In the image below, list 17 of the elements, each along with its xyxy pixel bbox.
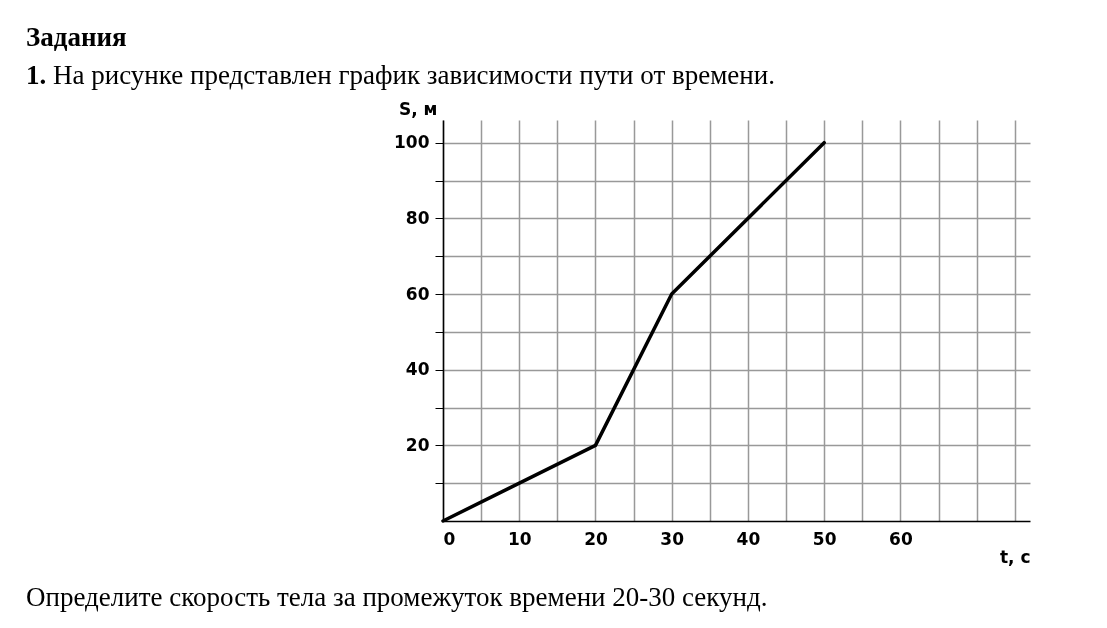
x-tick-label: 10 [507,528,532,549]
x-tick-label: 20 [584,528,608,549]
x-tick-label: 40 [736,528,761,549]
y-tick-label: 20 [405,434,430,455]
x-tick-label: 60 [889,528,913,549]
y-axis-title: S, м [398,98,438,119]
y-tick-label: 80 [405,207,430,228]
y-tick-label: 60 [405,283,430,304]
y-tick-label: 40 [405,359,430,380]
x-tick-label: 30 [660,528,685,549]
x-tick-label: 0 [443,528,456,549]
x-axis-title: t, c [999,546,1031,567]
x-tick-label: 50 [812,528,837,549]
text: Задания [26,22,127,53]
text: Определите скорость тела за промежуток времени 20-30 секунд. [26,582,768,613]
chart-subtitle: 1. На рисунке представлен график зависимости пути от времени. [26,60,775,91]
y-tick-label: 100 [394,132,430,153]
